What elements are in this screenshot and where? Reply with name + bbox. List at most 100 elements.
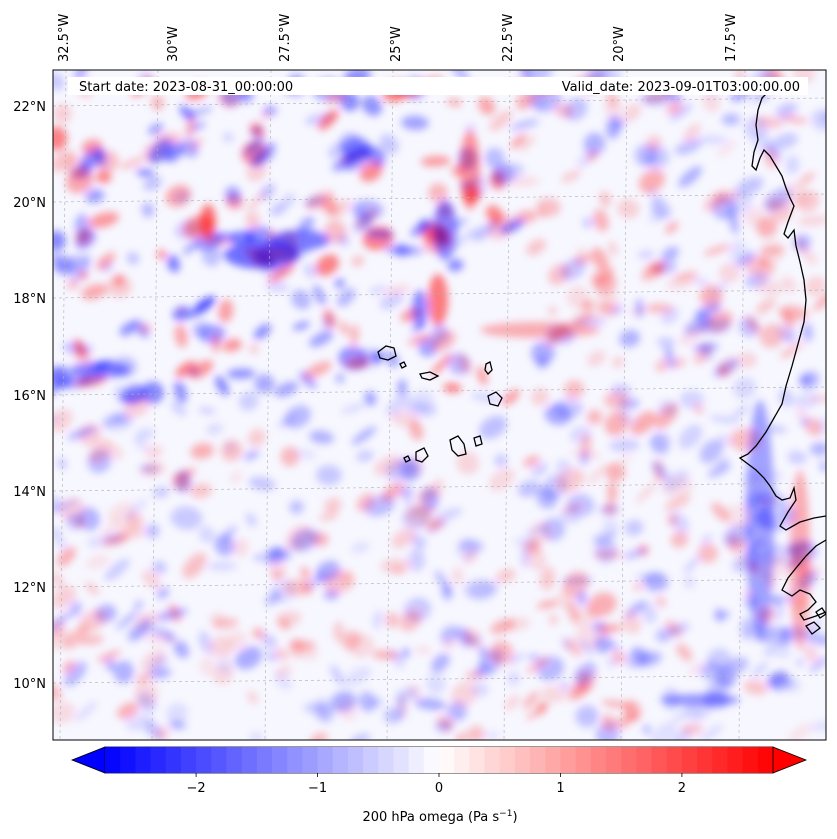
colorbar: −2 −1 0 1 2 200 hPa omega (Pa s−1) [70, 746, 808, 825]
omega-cell [385, 459, 417, 482]
omega-cell [716, 456, 729, 467]
omega-cell [473, 663, 491, 678]
omega-cell [171, 472, 190, 491]
omega-cell [411, 534, 426, 549]
omega-cell [134, 600, 144, 609]
omega-cell [401, 115, 429, 131]
omega-cell [544, 404, 572, 426]
omega-cell [564, 380, 585, 399]
omega-cell [149, 668, 172, 679]
omega-cell [793, 234, 811, 251]
omega-cell [507, 653, 525, 665]
omega-cell [134, 681, 158, 706]
omega-cell [303, 361, 332, 379]
omega-cell [674, 138, 702, 155]
omega-cell [723, 503, 752, 529]
omega-core [224, 241, 300, 269]
map-panel: Start date: 2023-08-31_00:00:00 Valid_da… [52, 69, 827, 741]
omega-cell [504, 694, 520, 711]
omega-core [433, 200, 457, 260]
omega-cell [190, 443, 214, 459]
colorbar-step [378, 747, 394, 773]
omega-cell [577, 247, 586, 257]
colorbar-step [499, 747, 516, 773]
omega-cell [799, 370, 820, 390]
omega-cell [335, 373, 345, 384]
omega-cell [199, 656, 216, 676]
omega-cell [53, 526, 61, 542]
omega-cell [249, 342, 259, 355]
colorbar-step [651, 747, 668, 773]
omega-cell [315, 254, 339, 276]
omega-cell [609, 438, 640, 452]
omega-cell [338, 321, 351, 336]
omega-cell [678, 324, 706, 346]
omega-cell [623, 712, 637, 723]
omega-cell [531, 462, 548, 477]
omega-cell [754, 300, 773, 318]
omega-core [460, 130, 480, 210]
omega-cell [479, 415, 507, 439]
omega-cell [769, 594, 783, 604]
omega-cell [612, 119, 626, 130]
omega-cell [624, 519, 644, 536]
omega-cell [397, 379, 407, 396]
lon-label: 32.5°W [57, 14, 72, 62]
omega-cell [410, 222, 432, 237]
omega-cell [703, 244, 730, 256]
omega-cell [407, 334, 432, 345]
omega-cell [316, 465, 342, 486]
parallel-line [53, 193, 826, 203]
omega-cell [751, 661, 769, 678]
omega-cell [248, 477, 276, 491]
omega-cell [67, 426, 97, 440]
omega-core [412, 290, 428, 330]
omega-cell [170, 400, 187, 417]
omega-cell [785, 677, 801, 693]
omega-cell [735, 251, 756, 267]
omega-cell [630, 411, 657, 435]
omega-cell [195, 233, 225, 250]
omega-cell [174, 324, 188, 348]
omega-cell [536, 208, 547, 219]
omega-cell [806, 253, 818, 266]
omega-cell [508, 176, 540, 187]
omega-cell [618, 409, 635, 425]
omega-cell [456, 537, 478, 560]
omega-cell [810, 442, 826, 456]
meridian-line [151, 70, 159, 740]
omega-cell [253, 153, 276, 168]
omega-cell [342, 137, 370, 162]
omega-cell [85, 188, 105, 204]
omega-cell [318, 109, 339, 131]
omega-cell [763, 638, 785, 657]
omega-cell [586, 409, 603, 425]
omega-cell [323, 309, 336, 328]
omega-cell [145, 524, 160, 538]
omega-cell [802, 322, 813, 342]
omega-cell [190, 137, 204, 150]
omega-cell [819, 461, 826, 472]
omega-cell [527, 653, 542, 662]
omega-cell [787, 723, 813, 740]
omega-cell [136, 169, 155, 177]
omega-cell [414, 698, 446, 711]
lon-label: 25°W [389, 26, 404, 62]
omega-cell [580, 639, 594, 656]
omega-cell [759, 323, 785, 348]
omega-cell [54, 254, 75, 276]
omega-cell [561, 169, 582, 183]
colorbar-tick-label: 0 [435, 781, 443, 796]
lon-label: 17.5°W [724, 14, 739, 62]
omega-cell [771, 132, 798, 150]
omega-cell [636, 651, 662, 667]
omega-cell [250, 731, 263, 740]
omega-cell [115, 609, 140, 630]
omega-cell [318, 513, 338, 521]
sao-vicente-island [399, 361, 407, 369]
omega-cell [280, 446, 300, 467]
omega-cell [247, 428, 266, 447]
omega-cell [576, 590, 587, 606]
omega-cell [86, 536, 111, 548]
omega-cell [365, 146, 386, 167]
